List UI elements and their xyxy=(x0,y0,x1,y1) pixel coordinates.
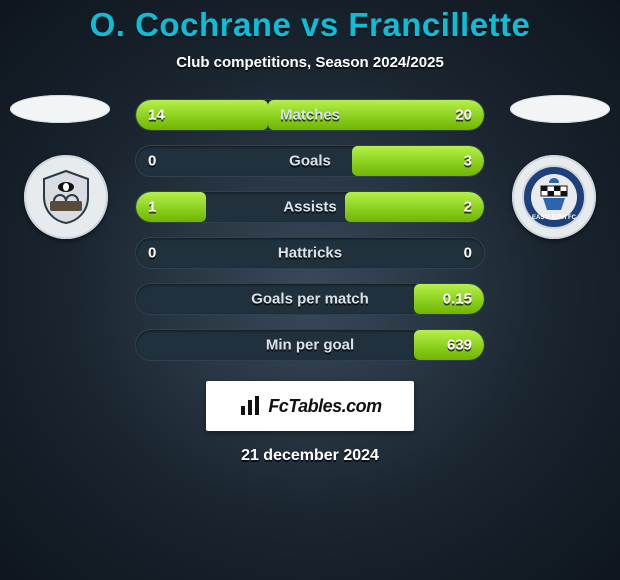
stat-row: 0 0 Hattricks xyxy=(135,237,485,269)
brand-text: FcTables.com xyxy=(268,396,381,417)
stat-row: 14 20 Matches xyxy=(135,99,485,131)
stat-value-left: 1 xyxy=(148,199,156,216)
shield-icon xyxy=(36,167,96,227)
stat-row: 0 3 Goals xyxy=(135,145,485,177)
stat-value-right: 2 xyxy=(464,199,472,216)
stat-fill-left xyxy=(136,192,206,222)
stat-label: Goals xyxy=(289,153,331,170)
stat-value-right: 0.15 xyxy=(443,291,472,308)
stat-label: Hattricks xyxy=(278,245,342,262)
stat-value-right: 20 xyxy=(455,107,472,124)
brand-badge: FcTables.com xyxy=(206,381,414,431)
stat-label: Matches xyxy=(280,107,340,124)
svg-text:EASTLEIGH FC: EASTLEIGH FC xyxy=(532,215,577,221)
page-subtitle: Club competitions, Season 2024/2025 xyxy=(0,54,620,71)
club-crest-icon: EASTLEIGH FC xyxy=(521,164,587,230)
stat-value-right: 639 xyxy=(447,337,472,354)
page-title: O. Cochrane vs Francillette xyxy=(0,0,620,44)
bars-chart-icon xyxy=(238,394,262,418)
stat-label: Assists xyxy=(283,199,336,216)
right-team-ellipse xyxy=(510,95,610,123)
stat-value-right: 0 xyxy=(464,245,472,262)
right-team-crest: EASTLEIGH FC xyxy=(512,155,596,239)
stat-value-left: 14 xyxy=(148,107,165,124)
stat-value-right: 3 xyxy=(464,153,472,170)
stat-label: Goals per match xyxy=(251,291,369,308)
stat-row: 1 2 Assists xyxy=(135,191,485,223)
stat-value-left: 0 xyxy=(148,153,156,170)
snapshot-date: 21 december 2024 xyxy=(0,447,620,465)
stat-value-left: 0 xyxy=(148,245,156,262)
left-team-ellipse xyxy=(10,95,110,123)
comparison-arena: EASTLEIGH FC 14 20 Matches 0 3 Goals 1 2 Assists… xyxy=(0,99,620,361)
left-team-crest xyxy=(24,155,108,239)
stat-row: 0.15 Goals per match xyxy=(135,283,485,315)
stat-bars: 14 20 Matches 0 3 Goals 1 2 Assists 0 0 Hattricks 0.… xyxy=(135,99,485,361)
stat-row: 639 Min per goal xyxy=(135,329,485,361)
stat-label: Min per goal xyxy=(266,337,354,354)
